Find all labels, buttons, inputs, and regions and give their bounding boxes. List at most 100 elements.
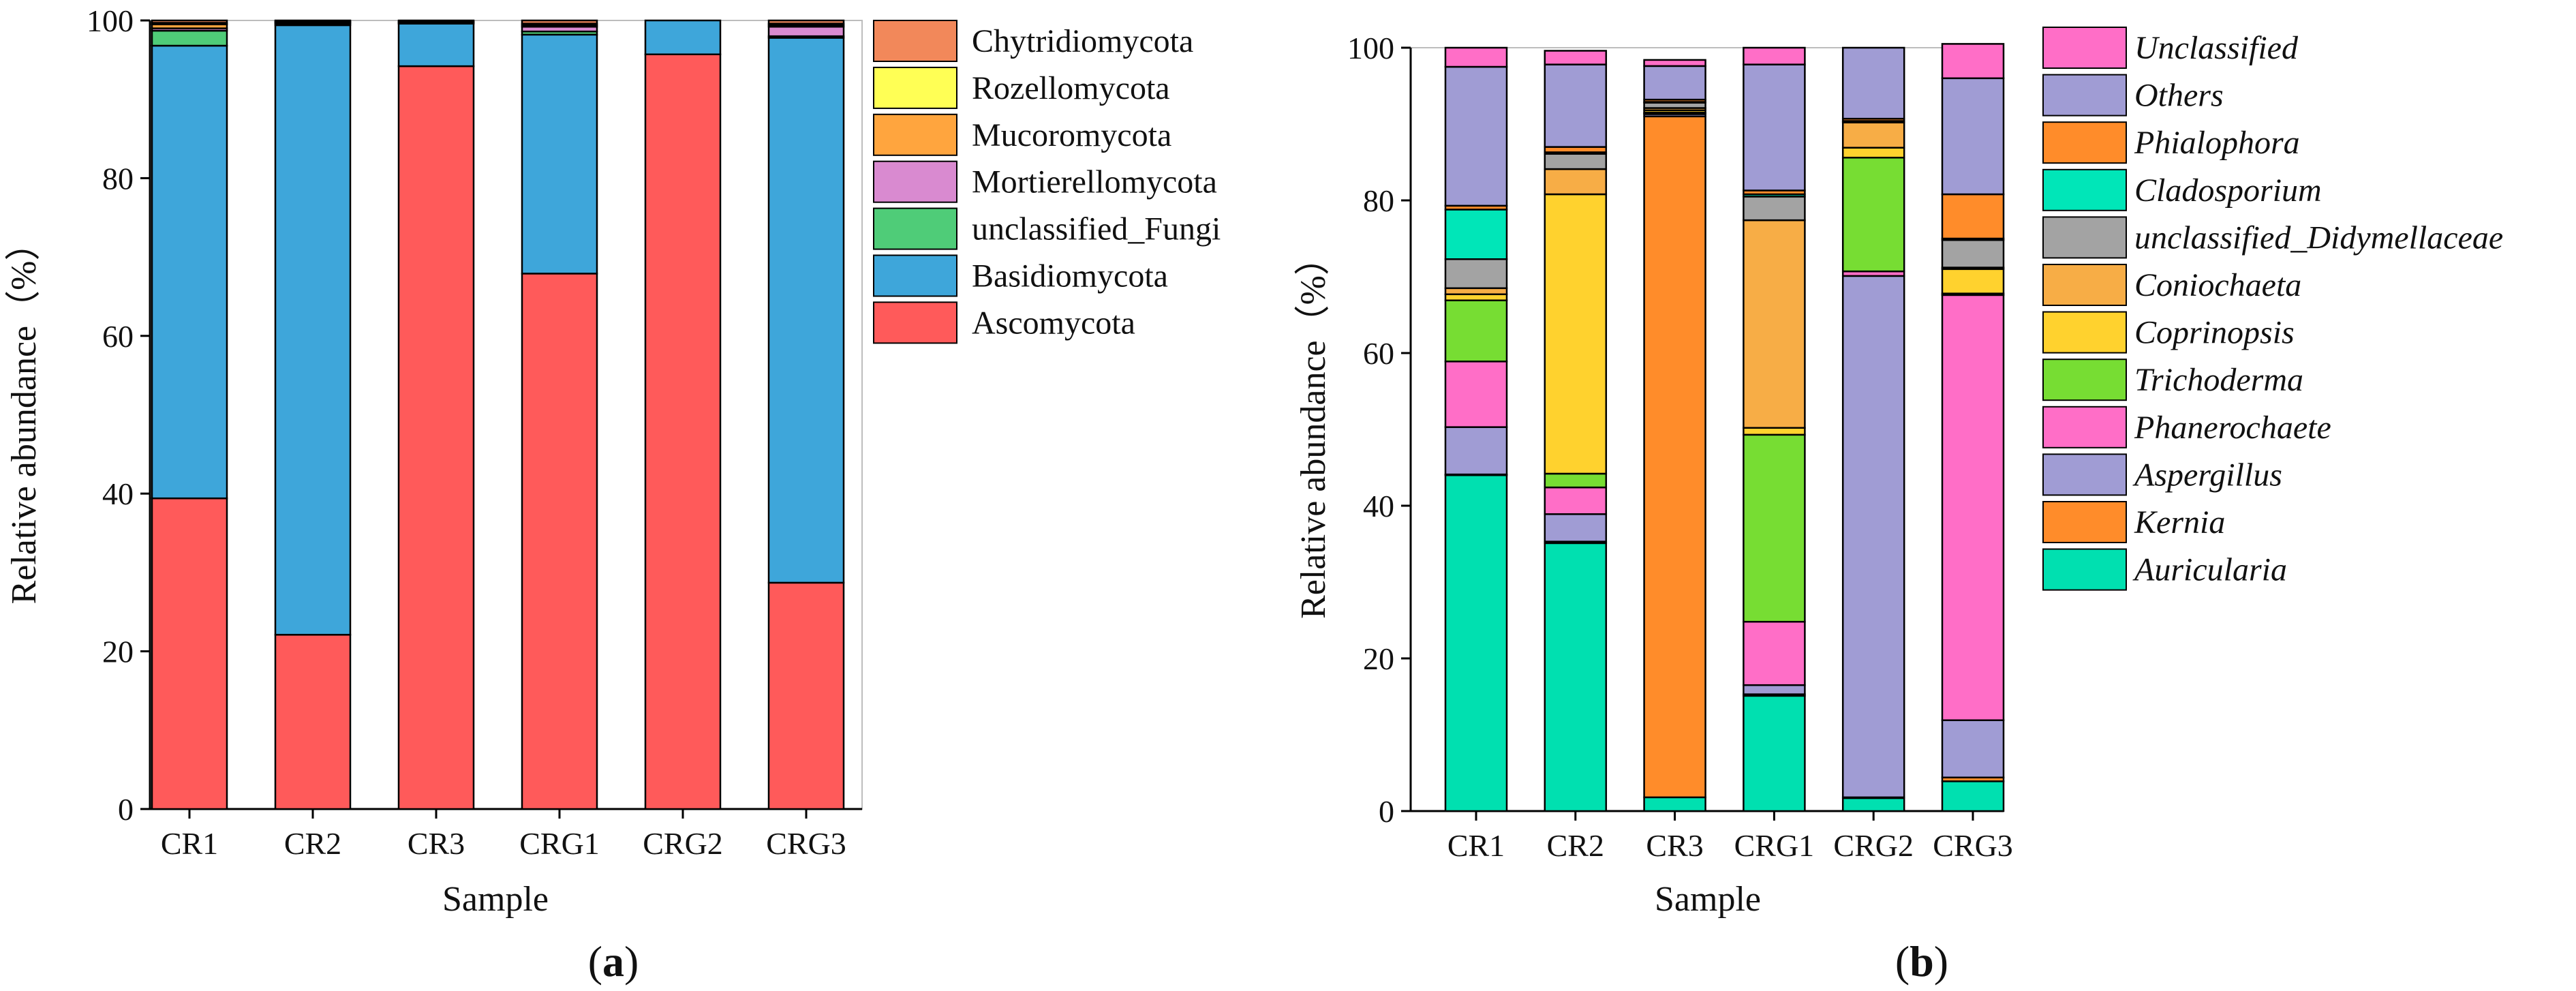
legend-label: Aspergillus xyxy=(2132,457,2282,493)
bar-segment-cr3-12 xyxy=(1643,59,1706,67)
bar-segment-cr3-2 xyxy=(1643,115,1706,799)
y-tick-label: 20 xyxy=(1363,641,1394,676)
bar-segment-crg3-4 xyxy=(1941,294,2005,721)
bar-segment-crg1-11 xyxy=(1743,63,1806,192)
bar-segment-crg3-1 xyxy=(767,581,845,810)
legend-swatch xyxy=(873,207,957,250)
legend-swatch xyxy=(2042,501,2127,543)
legend-swatch xyxy=(2042,168,2127,211)
x-tick-label: CRG1 xyxy=(519,826,600,861)
y-axis-title: Relative abundance（%） xyxy=(1294,240,1333,619)
legend-label: Coprinopsis xyxy=(2134,315,2295,351)
x-tick-label: CR2 xyxy=(284,826,341,861)
bar-segment-cr2-7 xyxy=(1544,168,1608,196)
legend-label: Kernia xyxy=(2134,504,2225,540)
legend-label: Basidiomycota xyxy=(972,258,1168,294)
bar-segment-cr2-6 xyxy=(1544,193,1608,475)
bar-segment-crg1-4 xyxy=(1743,620,1806,686)
x-tick-label: CR3 xyxy=(408,826,465,861)
bar-segment-crg1-1 xyxy=(521,273,598,810)
bar-segment-crg2-11 xyxy=(1841,46,1905,120)
bar-segment-cr2-2 xyxy=(274,24,352,636)
bar-segment-crg1-7 xyxy=(521,19,598,25)
bar-segment-crg1-3 xyxy=(1743,684,1806,695)
bar-segment-cr3-11 xyxy=(1643,65,1706,101)
panel-label: (a) xyxy=(588,937,639,986)
y-tick-label: 80 xyxy=(1363,183,1394,218)
panel-label-open: ( xyxy=(588,937,602,986)
bar-segment-crg2-7 xyxy=(1841,121,1905,149)
bar-segment-cr3-2 xyxy=(397,22,475,67)
legend-label: Chytridiomycota xyxy=(972,23,1193,59)
legend-swatch xyxy=(2042,453,2127,496)
y-tick-label: 60 xyxy=(102,319,134,354)
x-axis-title: Sample xyxy=(442,880,549,919)
x-tick-label: CR2 xyxy=(1547,828,1604,863)
legend-swatch xyxy=(2042,74,2127,117)
bar-segment-cr1-9 xyxy=(1444,209,1508,260)
x-tick-label: CRG3 xyxy=(1933,828,2013,863)
bar-segment-crg3-12 xyxy=(1941,43,2005,80)
bar-segment-crg2-1 xyxy=(1841,797,1905,812)
bar-segment-cr2-12 xyxy=(1544,50,1608,65)
bar-segment-cr1-2 xyxy=(151,44,228,500)
bar-segment-cr1-12 xyxy=(1444,46,1508,68)
legend-label: Mucoromycota xyxy=(972,117,1171,153)
bar-segment-cr2-8 xyxy=(1544,153,1608,170)
legend-swatch xyxy=(2042,311,2127,354)
bar-segment-cr1-6 xyxy=(1444,293,1508,301)
panel-label-open: ( xyxy=(1895,937,1910,986)
bar-segment-cr1-7 xyxy=(151,19,228,24)
legend-swatch xyxy=(2042,548,2127,591)
y-tick-label: 40 xyxy=(1363,489,1394,523)
legend-swatch xyxy=(873,254,957,297)
bar-segment-crg3-10 xyxy=(1941,193,2005,240)
bar-segment-cr1-5 xyxy=(1444,299,1508,363)
legend-swatch xyxy=(2042,406,2127,448)
legend-swatch xyxy=(873,160,957,203)
y-tick-label: 100 xyxy=(87,3,134,38)
legend-swatch xyxy=(873,301,957,344)
bar-segment-crg3-11 xyxy=(1941,77,2005,196)
legend-swatch xyxy=(873,113,957,156)
x-tick-label: CR1 xyxy=(161,826,218,861)
bar-segment-crg2-2 xyxy=(644,19,722,56)
bar-segment-crg1-8 xyxy=(1743,196,1806,222)
bar-segment-crg2-1 xyxy=(644,53,722,810)
bar-segment-crg1-1 xyxy=(1743,695,1806,812)
bar-segment-crg3-1 xyxy=(1941,780,2005,812)
bar-segment-cr1-3 xyxy=(1444,426,1508,476)
y-tick-label: 100 xyxy=(1347,31,1394,65)
x-tick-label: CRG3 xyxy=(766,826,846,861)
panel-a-chart: 0 20 40 60 80 100 CR1 CR2 CR3 CRG1 CRG2 CRG3 Sample R… xyxy=(5,3,1221,986)
bar-segment-crg3-7 xyxy=(767,19,845,25)
bar-segment-crg3-8 xyxy=(1941,239,2005,269)
legend-label: unclassified_Fungi xyxy=(972,211,1221,247)
x-tick-label: CRG2 xyxy=(1833,828,1914,863)
legend-swatch xyxy=(2042,27,2127,69)
legend-label: Coniochaeta xyxy=(2134,267,2301,303)
bar-segment-cr1-7 xyxy=(1444,287,1508,296)
bar-segment-cr1-1 xyxy=(1444,474,1508,812)
y-tick-label: 60 xyxy=(1363,336,1394,371)
x-axis-title: Sample xyxy=(1655,880,1761,919)
bar-segment-cr1-11 xyxy=(1444,65,1508,207)
y-tick-label: 40 xyxy=(102,476,134,511)
bar-segment-crg1-12 xyxy=(1743,46,1806,65)
bar-segment-crg3-4 xyxy=(767,26,845,37)
bar-segment-crg1-7 xyxy=(1743,219,1806,429)
bar-segment-crg3-2 xyxy=(767,37,845,584)
bar-segment-cr1-1 xyxy=(151,497,228,810)
bar-segment-cr2-1 xyxy=(1544,542,1608,812)
x-tick-label: CRG2 xyxy=(643,826,723,861)
bar-segment-crg3-6 xyxy=(1941,268,2005,294)
panel-label-close: ) xyxy=(624,937,639,986)
legend-swatch xyxy=(2042,359,2127,401)
bar-segment-cr2-11 xyxy=(1544,63,1608,148)
bar-segment-crg2-6 xyxy=(1841,147,1905,159)
legend-label: Phialophora xyxy=(2134,125,2300,161)
x-tick-label: CR3 xyxy=(1646,828,1703,863)
bar-segment-cr3-1 xyxy=(397,65,475,810)
